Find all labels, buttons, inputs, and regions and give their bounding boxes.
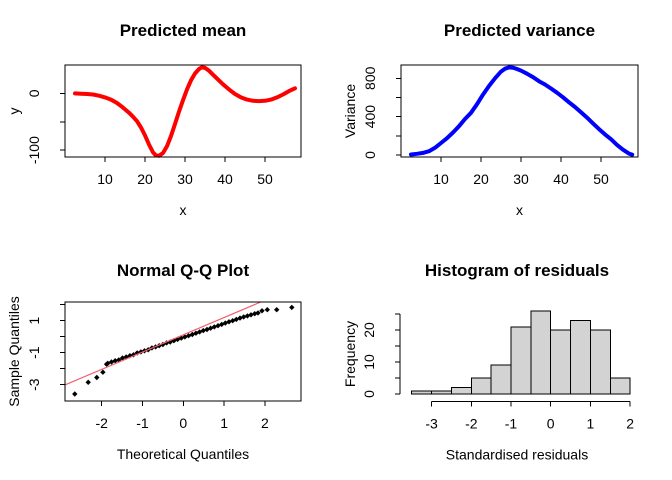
x-tick-label: 30 <box>513 171 529 187</box>
chart-predicted-variance: 10 20 30 40 50 800 400 0 Predicted variance x Vari… <box>342 21 639 218</box>
histogram-bar <box>470 377 492 395</box>
histogram-bars <box>411 310 631 395</box>
x-axis-label: Theoretical Quantiles <box>117 446 249 462</box>
qq-point <box>215 323 221 329</box>
qq-point <box>289 304 295 311</box>
x-tick-label: -2 <box>95 415 108 431</box>
panel-normal-qq-plot: -2 -1 0 1 2 1 -1 -3 Normal Q-Q Plot Theoretical Q… <box>0 240 336 480</box>
x-tick-label: 0 <box>179 415 187 431</box>
x-tick-label: 10 <box>97 171 113 187</box>
x-tick-label: 1 <box>587 416 595 432</box>
qq-point <box>123 354 129 360</box>
x-tick-label: 0 <box>547 416 555 432</box>
y-tick-label: -1 <box>26 346 42 359</box>
x-tick-label: 20 <box>137 171 153 187</box>
qq-points <box>72 304 295 397</box>
chart-title: Predicted mean <box>120 21 247 40</box>
axis-ticks <box>395 313 631 407</box>
histogram-bar <box>609 377 631 395</box>
x-tick-label: 10 <box>433 171 449 187</box>
y-axis-label: Frequency <box>342 321 358 387</box>
predicted-variance-curve <box>409 65 635 157</box>
y-tick-label: 1 <box>26 317 42 325</box>
panel-residual-histogram: -3 -2 -1 0 1 2 0 10 20 Histogram of residuals Stan… <box>336 240 672 480</box>
x-tick-label: 40 <box>553 171 569 187</box>
panel-predicted-mean: 10 20 30 40 50 0 -100 Predicted mean x y <box>0 0 336 240</box>
x-tick-label: -1 <box>505 416 518 432</box>
chart-predicted-mean: 10 20 30 40 50 0 -100 Predicted mean x y <box>6 21 302 218</box>
qq-point <box>264 307 270 313</box>
x-tick-label: -3 <box>425 416 438 432</box>
axis-ticks <box>396 77 602 162</box>
qq-point <box>204 326 210 333</box>
qq-point <box>248 312 254 318</box>
qq-reference-line <box>64 301 262 386</box>
qq-point <box>274 307 280 313</box>
predicted-mean-curve <box>73 65 297 158</box>
qq-point <box>112 358 118 364</box>
axis-ticks <box>60 304 266 406</box>
y-tick-label: -100 <box>26 136 42 164</box>
x-tick-label: 40 <box>217 171 233 187</box>
x-axis-label: Standardised residuals <box>446 447 588 463</box>
y-tick-label: 800 <box>362 66 378 90</box>
y-axis-label: Sample Quantiles <box>6 296 22 407</box>
histogram-bar <box>550 329 572 395</box>
x-tick-label: 50 <box>593 171 609 187</box>
qq-point <box>100 369 106 375</box>
plot-box <box>400 64 639 158</box>
chart-title: Predicted variance <box>444 21 595 40</box>
qq-point <box>259 308 265 314</box>
qq-point <box>85 379 91 385</box>
histogram-bar <box>510 326 532 395</box>
histogram-bar <box>450 387 472 395</box>
y-tick-label: 0 <box>26 89 42 97</box>
y-tick-label: -3 <box>26 378 42 391</box>
histogram-bar <box>589 329 611 395</box>
x-axis-label: x <box>180 202 187 218</box>
qq-point <box>119 355 126 361</box>
axis-ticks <box>60 92 266 162</box>
qq-point <box>255 310 261 316</box>
histogram-bar <box>570 319 591 395</box>
y-tick-label: 400 <box>362 105 378 129</box>
y-axis-label: Variance <box>342 84 358 138</box>
y-tick-label: 10 <box>361 354 377 370</box>
panel-predicted-variance: 10 20 30 40 50 800 400 0 Predicted variance x Vari… <box>336 0 672 240</box>
histogram-bar <box>490 364 512 395</box>
chart-title: Histogram of residuals <box>425 261 609 280</box>
qq-point <box>226 319 232 325</box>
x-tick-label: 50 <box>257 171 273 187</box>
qq-point <box>72 391 78 397</box>
x-axis-label: x <box>516 202 523 218</box>
x-tick-label: 30 <box>177 171 193 187</box>
x-tick-label: -2 <box>465 416 478 432</box>
histogram-bar <box>530 310 552 395</box>
histogram-bar <box>431 390 452 395</box>
plot-box <box>64 301 302 402</box>
x-tick-label: 2 <box>626 416 634 432</box>
qq-point <box>116 357 122 363</box>
histogram-bar <box>411 390 433 395</box>
qq-point <box>130 352 137 358</box>
chart-normal-qq-plot: -2 -1 0 1 2 1 -1 -3 Normal Q-Q Plot Theoretical Q… <box>6 261 302 462</box>
chart-title: Normal Q-Q Plot <box>117 261 250 280</box>
x-tick-label: 20 <box>473 171 489 187</box>
qq-point <box>160 341 166 348</box>
qq-point <box>94 374 100 381</box>
qq-point <box>108 359 115 365</box>
y-tick-label: 0 <box>362 151 378 159</box>
y-tick-label: 0 <box>361 390 377 398</box>
y-axis-label: y <box>6 108 22 115</box>
y-tick-label: 20 <box>361 322 377 338</box>
x-tick-label: 1 <box>220 415 228 431</box>
qq-point <box>237 315 243 321</box>
plot-box <box>64 64 302 158</box>
x-tick-label: 2 <box>261 415 269 431</box>
x-tick-label: -1 <box>136 415 149 431</box>
